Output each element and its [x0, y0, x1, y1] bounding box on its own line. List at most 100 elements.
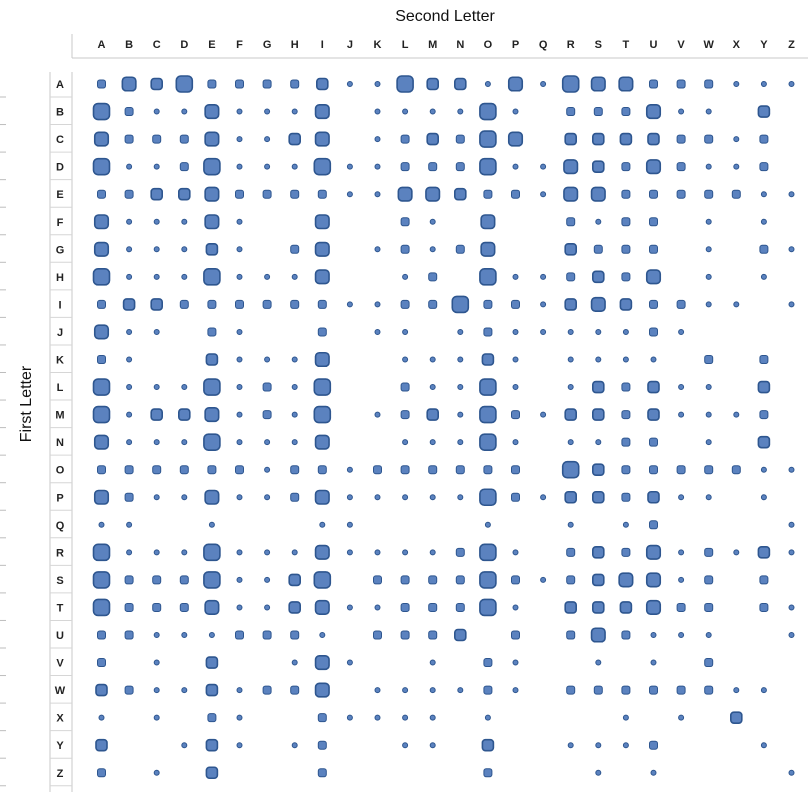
bubble-eb — [124, 189, 134, 199]
bubble-nu — [649, 437, 658, 447]
bubble-wg — [262, 685, 272, 695]
bubble-wr — [566, 685, 576, 695]
bubble-op — [511, 465, 520, 475]
bubble-ga — [93, 241, 110, 257]
row-label-j: J — [57, 327, 63, 339]
bubble-pa — [93, 489, 110, 505]
bubble-ff — [236, 218, 243, 225]
bubble-ja — [93, 324, 110, 340]
bubble-gc — [153, 246, 160, 253]
bubble-av — [676, 79, 686, 89]
bubble-lb — [126, 384, 133, 391]
bubble-cv — [676, 134, 686, 144]
bubble-cf — [236, 136, 243, 143]
bubble-do — [479, 157, 497, 176]
bubble-et — [621, 189, 631, 199]
column-label-z: Z — [788, 39, 795, 51]
bubble-yo — [481, 738, 495, 752]
bubble-ww — [704, 685, 714, 695]
bubble-sa — [92, 571, 111, 589]
bubble-au — [649, 79, 658, 89]
bubble-uv — [678, 632, 685, 638]
bubble-nb — [126, 439, 133, 446]
bubble-ph — [290, 492, 300, 502]
bubble-io — [483, 299, 493, 309]
bubble-ly — [757, 380, 771, 394]
bubble-ki — [314, 351, 330, 368]
bubble-pj — [346, 494, 353, 501]
bubble-od — [179, 465, 189, 475]
bubble-hq — [540, 273, 547, 280]
bubble-lr — [567, 384, 574, 391]
bubble-sp — [511, 575, 520, 585]
bubble-nt — [621, 437, 631, 447]
bubble-he — [203, 268, 221, 286]
row-label-g: G — [56, 244, 65, 256]
bubble-ji — [317, 327, 327, 337]
bubble-at — [618, 76, 634, 92]
bubble-ai — [315, 77, 329, 91]
bubble-ju — [649, 327, 658, 337]
bubble-yh — [291, 742, 298, 749]
row-label-k: K — [56, 355, 64, 367]
bubble-kr — [567, 356, 574, 363]
bubble-iw — [705, 301, 712, 308]
bubble-ti — [314, 599, 330, 616]
bubble-cd — [179, 134, 189, 144]
bubble-qe — [208, 521, 215, 528]
bubble-dl — [400, 162, 410, 172]
bubble-vj — [346, 659, 353, 666]
bubble-vh — [291, 659, 298, 666]
bubble-js — [595, 328, 602, 335]
bubble-ek — [374, 191, 381, 198]
bubble-hb — [126, 273, 133, 280]
bubble-ih — [290, 299, 300, 309]
bubble-bp — [512, 108, 519, 115]
bubble-bl — [402, 108, 409, 115]
column-label-m: M — [428, 39, 437, 51]
bubble-nn — [457, 439, 464, 446]
bubble-gz — [788, 246, 795, 253]
bubble-as — [590, 76, 606, 92]
bubble-db — [126, 163, 133, 170]
bubble-rj — [346, 549, 353, 556]
column-label-x: X — [733, 39, 741, 51]
bubble-bu — [645, 104, 662, 120]
row-label-y: Y — [56, 740, 64, 752]
bubble-nr — [567, 439, 574, 446]
bubble-ib — [122, 298, 136, 311]
bubble-hg — [264, 273, 271, 280]
bubble-pk — [374, 494, 381, 501]
bubble-za — [97, 768, 106, 778]
bubble-oi — [317, 465, 327, 475]
bubble-lo — [479, 378, 497, 396]
bubble-bs — [593, 107, 603, 117]
bubble-pn — [457, 494, 464, 501]
bubble-de — [203, 157, 221, 176]
bubble-eg — [262, 189, 272, 199]
bubble-vi — [314, 654, 330, 671]
bubble-di — [313, 157, 332, 176]
bubble-gt — [621, 244, 631, 254]
bubble-yi — [317, 740, 327, 750]
bubble-sr — [566, 575, 576, 585]
bubble-bd — [181, 108, 188, 115]
bubble-mx — [733, 411, 740, 418]
bubble-qa — [98, 521, 105, 528]
bubble-sg — [264, 576, 271, 583]
bubble-zc — [153, 769, 160, 776]
bubble-dj — [346, 163, 353, 170]
bubble-un — [453, 628, 467, 642]
bubble-qu — [649, 520, 658, 530]
bubble-pu — [647, 490, 660, 504]
bubble-ri — [314, 544, 330, 560]
bubble-re — [203, 543, 221, 562]
bubble-ta — [92, 598, 111, 617]
bubble-sc — [152, 575, 162, 585]
bubble-dr — [563, 159, 579, 175]
bubble-rl — [402, 549, 409, 556]
bubble-wh — [290, 685, 300, 695]
bubble-tb — [124, 602, 134, 612]
bubble-mw — [705, 411, 712, 418]
bubble-ya — [95, 738, 108, 752]
